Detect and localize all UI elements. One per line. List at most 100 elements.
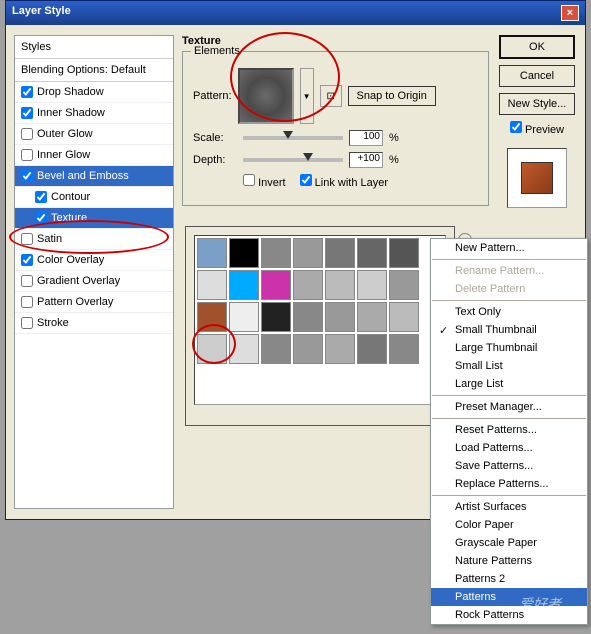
style-checkbox[interactable] [35, 212, 47, 224]
pattern-thumb[interactable] [389, 238, 419, 268]
style-item-outer-glow[interactable]: Outer Glow [15, 124, 173, 145]
pattern-thumb[interactable] [197, 270, 227, 300]
scale-slider[interactable] [243, 136, 343, 140]
scale-input[interactable]: 100 [349, 130, 383, 146]
menu-item-grayscale-paper[interactable]: Grayscale Paper [431, 534, 587, 552]
pattern-thumb[interactable] [389, 270, 419, 300]
menu-item-replace-patterns-[interactable]: Replace Patterns... [431, 475, 587, 493]
pattern-thumb[interactable] [293, 270, 323, 300]
preview-option[interactable]: Preview [510, 121, 564, 136]
pattern-thumb[interactable] [261, 302, 291, 332]
pattern-swatch[interactable] [238, 68, 294, 124]
style-checkbox[interactable] [21, 107, 33, 119]
menu-item-rock-patterns[interactable]: Rock Patterns [431, 606, 587, 624]
menu-item-patterns[interactable]: Patterns [431, 588, 587, 606]
style-item-inner-glow[interactable]: Inner Glow [15, 145, 173, 166]
styles-header[interactable]: Styles [15, 36, 173, 59]
style-item-color-overlay[interactable]: Color Overlay [15, 250, 173, 271]
pattern-thumb[interactable] [293, 238, 323, 268]
pattern-thumb[interactable] [325, 270, 355, 300]
pattern-label: Pattern: [193, 90, 232, 102]
pattern-dropdown[interactable]: ▼ [300, 68, 314, 124]
style-checkbox[interactable] [21, 317, 33, 329]
style-checkbox[interactable] [21, 149, 33, 161]
pattern-thumb[interactable] [293, 334, 323, 364]
ok-button[interactable]: OK [499, 35, 575, 59]
pattern-thumb[interactable] [325, 238, 355, 268]
link-checkbox[interactable] [300, 174, 312, 186]
snap-button[interactable]: Snap to Origin [348, 86, 436, 106]
depth-slider[interactable] [243, 158, 343, 162]
menu-item-small-thumbnail[interactable]: Small Thumbnail [431, 321, 587, 339]
preview-swatch [521, 162, 553, 194]
style-checkbox[interactable] [21, 296, 33, 308]
menu-separator [432, 395, 586, 396]
new-preset-icon[interactable]: ⊡ [320, 85, 342, 107]
menu-item-nature-patterns[interactable]: Nature Patterns [431, 552, 587, 570]
menu-item-preset-manager-[interactable]: Preset Manager... [431, 398, 587, 416]
style-checkbox[interactable] [21, 254, 33, 266]
style-item-drop-shadow[interactable]: Drop Shadow [15, 82, 173, 103]
pattern-thumb[interactable] [325, 334, 355, 364]
style-item-inner-shadow[interactable]: Inner Shadow [15, 103, 173, 124]
style-item-bevel-and-emboss[interactable]: Bevel and Emboss [15, 166, 173, 187]
style-checkbox[interactable] [21, 128, 33, 140]
blending-options[interactable]: Blending Options: Default [15, 59, 173, 82]
menu-item-large-thumbnail[interactable]: Large Thumbnail [431, 339, 587, 357]
style-checkbox[interactable] [21, 86, 33, 98]
menu-separator [432, 259, 586, 260]
elements-fieldset: Elements Pattern: ▼ ⊡ Snap to Origin Sca… [182, 51, 489, 206]
pattern-thumb[interactable] [357, 270, 387, 300]
pattern-thumb[interactable] [229, 270, 259, 300]
pattern-thumb[interactable] [261, 270, 291, 300]
pattern-thumb[interactable] [229, 334, 259, 364]
menu-item-save-patterns-[interactable]: Save Patterns... [431, 457, 587, 475]
depth-input[interactable]: +100 [349, 152, 383, 168]
pattern-thumb[interactable] [357, 334, 387, 364]
link-option[interactable]: Link with Layer [300, 174, 388, 189]
pattern-thumb[interactable] [229, 302, 259, 332]
style-checkbox[interactable] [21, 233, 33, 245]
style-checkbox[interactable] [21, 170, 33, 182]
menu-item-text-only[interactable]: Text Only [431, 303, 587, 321]
patterns-grid [194, 235, 446, 405]
menu-item-color-paper[interactable]: Color Paper [431, 516, 587, 534]
pattern-thumb[interactable] [357, 238, 387, 268]
invert-checkbox[interactable] [243, 174, 255, 186]
menu-item-new-pattern-[interactable]: New Pattern... [431, 239, 587, 257]
pattern-thumb[interactable] [197, 238, 227, 268]
menu-item-artist-surfaces[interactable]: Artist Surfaces [431, 498, 587, 516]
pattern-thumb[interactable] [197, 302, 227, 332]
style-item-contour[interactable]: Contour [15, 187, 173, 208]
menu-item-delete-pattern: Delete Pattern [431, 280, 587, 298]
menu-item-load-patterns-[interactable]: Load Patterns... [431, 439, 587, 457]
preview-checkbox[interactable] [510, 121, 522, 133]
pattern-thumb[interactable] [357, 302, 387, 332]
pattern-thumb[interactable] [261, 334, 291, 364]
style-item-gradient-overlay[interactable]: Gradient Overlay [15, 271, 173, 292]
invert-option[interactable]: Invert [243, 174, 286, 189]
close-button[interactable]: × [561, 5, 579, 21]
style-item-satin[interactable]: Satin [15, 229, 173, 250]
style-item-stroke[interactable]: Stroke [15, 313, 173, 334]
titlebar: Layer Style × [6, 1, 585, 25]
pattern-thumb[interactable] [389, 334, 419, 364]
pattern-thumb[interactable] [325, 302, 355, 332]
menu-item-large-list[interactable]: Large List [431, 375, 587, 393]
new-style-button[interactable]: New Style... [499, 93, 575, 115]
style-item-texture[interactable]: Texture [15, 208, 173, 229]
menu-item-patterns-2[interactable]: Patterns 2 [431, 570, 587, 588]
pattern-thumb[interactable] [229, 238, 259, 268]
style-checkbox[interactable] [35, 191, 47, 203]
style-item-pattern-overlay[interactable]: Pattern Overlay [15, 292, 173, 313]
menu-item-small-list[interactable]: Small List [431, 357, 587, 375]
pattern-thumb[interactable] [197, 334, 227, 364]
pattern-thumb[interactable] [293, 302, 323, 332]
pattern-thumb[interactable] [389, 302, 419, 332]
elements-legend: Elements [191, 45, 243, 57]
cancel-button[interactable]: Cancel [499, 65, 575, 87]
menu-item-reset-patterns-[interactable]: Reset Patterns... [431, 421, 587, 439]
menu-separator [432, 495, 586, 496]
style-checkbox[interactable] [21, 275, 33, 287]
pattern-thumb[interactable] [261, 238, 291, 268]
